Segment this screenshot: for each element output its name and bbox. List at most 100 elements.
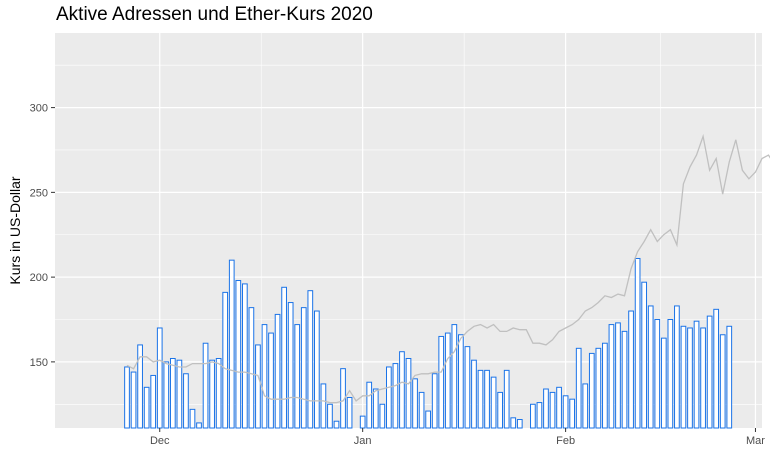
bar — [503, 369, 510, 429]
bar — [471, 359, 477, 429]
bar — [163, 361, 170, 429]
bar — [582, 383, 589, 429]
bar — [654, 319, 661, 429]
bar — [588, 352, 595, 429]
bar — [320, 383, 327, 429]
bar — [464, 346, 471, 429]
bar — [202, 342, 209, 429]
bar — [726, 325, 733, 429]
bar — [405, 357, 412, 429]
bar — [477, 369, 484, 429]
x-tick-label: Dec — [150, 435, 170, 447]
bar — [274, 313, 281, 429]
y-tick-label: 150 — [30, 357, 48, 369]
bar — [641, 281, 648, 429]
bar — [706, 315, 713, 429]
bar — [137, 344, 143, 429]
bar — [241, 283, 248, 429]
bar — [575, 347, 582, 429]
bar — [536, 402, 543, 429]
bar — [294, 324, 301, 429]
bar — [458, 334, 464, 429]
bar — [268, 332, 274, 429]
bar — [667, 319, 674, 429]
bar — [680, 325, 687, 429]
bar — [438, 335, 445, 429]
bar — [399, 351, 405, 429]
bar — [176, 359, 183, 429]
chart-title: Aktive Adressen und Ether-Kurs 2020 — [56, 4, 373, 25]
bar — [530, 403, 536, 429]
x-tick-label: Jan — [354, 435, 372, 447]
bar — [150, 374, 157, 429]
line-series — [126, 133, 770, 404]
bar — [235, 280, 242, 429]
y-tick-label: 300 — [30, 103, 48, 115]
bar — [196, 422, 202, 429]
bar — [366, 381, 373, 429]
bar — [497, 391, 504, 429]
y-axis: 150 200 250 300 — [30, 103, 55, 369]
bar — [549, 391, 556, 429]
bar — [719, 334, 726, 429]
bar — [713, 308, 720, 429]
y-tick-label: 250 — [30, 187, 48, 199]
bar — [608, 324, 615, 429]
bar — [313, 310, 320, 429]
bar — [615, 322, 621, 429]
bar — [700, 327, 706, 429]
bar — [143, 386, 150, 429]
bar — [674, 305, 680, 429]
bar — [183, 373, 189, 429]
bar — [621, 330, 628, 429]
bar — [569, 398, 576, 429]
bar — [490, 376, 497, 429]
bar — [510, 417, 517, 429]
bar — [444, 332, 451, 429]
bar — [484, 369, 490, 429]
bar — [628, 310, 634, 429]
bar — [156, 327, 163, 429]
bar — [687, 327, 693, 429]
bar — [281, 286, 287, 429]
bar — [386, 366, 392, 429]
bar — [255, 344, 261, 429]
bar — [248, 307, 255, 429]
bar — [418, 391, 425, 429]
bar — [392, 363, 399, 429]
bar — [562, 395, 569, 429]
bar — [451, 324, 458, 429]
bar — [130, 371, 137, 429]
bar — [287, 302, 294, 429]
bar — [425, 410, 431, 429]
x-tick-label: Feb — [556, 435, 575, 447]
bar-series — [124, 257, 733, 429]
x-tick-label: Mar — [746, 435, 765, 447]
bar — [169, 357, 176, 429]
bar — [261, 324, 268, 429]
bar — [647, 305, 654, 429]
bar — [595, 347, 602, 429]
bar — [333, 420, 340, 429]
bar — [209, 359, 215, 429]
bar — [660, 337, 667, 429]
bar — [300, 307, 307, 429]
bar — [228, 259, 235, 429]
y-tick-label: 200 — [30, 272, 48, 284]
bar — [215, 357, 222, 429]
bar — [379, 403, 386, 429]
bar — [412, 378, 418, 429]
bar — [189, 408, 196, 429]
bar — [307, 290, 314, 429]
bar — [327, 403, 333, 429]
x-axis: Dec Jan Feb Mar — [150, 428, 765, 447]
bar — [543, 388, 549, 429]
bar — [124, 366, 130, 429]
bar — [372, 388, 379, 429]
bar — [602, 342, 608, 429]
price-line — [126, 133, 770, 404]
bar — [359, 415, 366, 429]
bar — [222, 291, 229, 429]
bar — [693, 320, 700, 429]
